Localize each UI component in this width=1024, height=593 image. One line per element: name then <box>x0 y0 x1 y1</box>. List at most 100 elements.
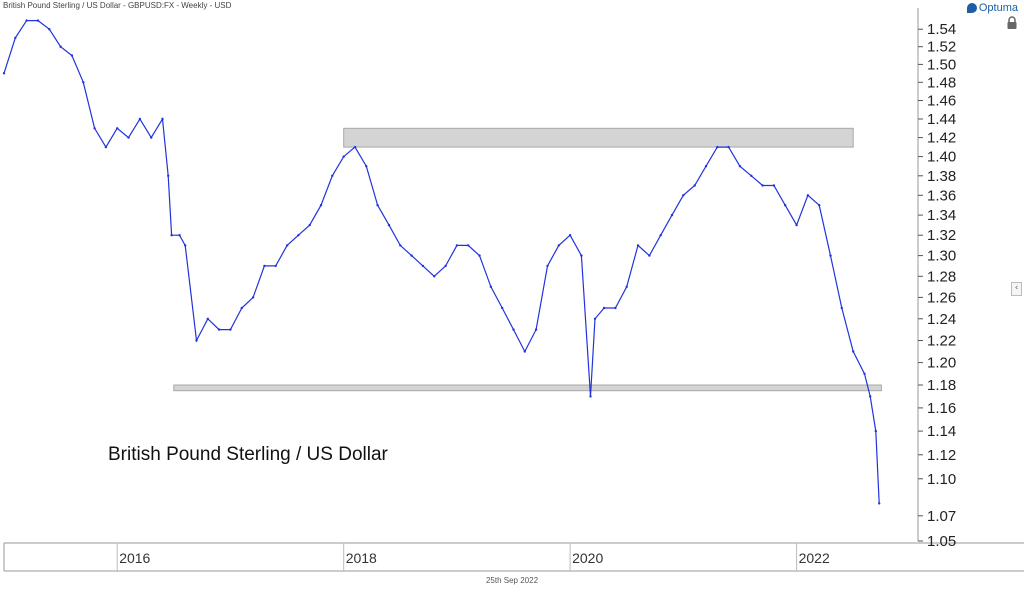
price-point <box>625 285 628 288</box>
price-point <box>376 204 379 207</box>
y-tick-label: 1.44 <box>927 111 956 128</box>
price-point <box>308 223 311 227</box>
price-point <box>467 244 470 247</box>
price-point <box>387 223 391 227</box>
y-tick-label: 1.46 <box>927 93 956 110</box>
y-tick-label: 1.12 <box>927 447 956 464</box>
price-point <box>342 155 345 158</box>
price-point <box>523 350 526 353</box>
price-point <box>772 184 776 187</box>
price-point <box>150 136 153 139</box>
y-tick-label: 1.26 <box>927 289 956 306</box>
price-point <box>167 174 170 177</box>
price-point <box>59 45 62 48</box>
lock-icon[interactable] <box>1006 16 1018 30</box>
price-point <box>421 264 425 268</box>
footer-date: 25th Sep 2022 <box>485 576 539 585</box>
y-tick-label: 1.10 <box>927 471 956 488</box>
price-point <box>297 234 300 237</box>
y-tick-label: 1.28 <box>927 268 956 285</box>
price-point <box>863 372 866 375</box>
price-point <box>659 234 662 237</box>
price-point <box>874 429 877 433</box>
price-point <box>116 127 119 130</box>
y-tick-label: 1.50 <box>927 56 956 73</box>
price-point <box>206 317 209 320</box>
y-tick-label: 1.14 <box>927 423 956 440</box>
price-point <box>648 254 651 257</box>
price-point <box>399 244 402 247</box>
price-point <box>878 502 881 505</box>
price-point <box>48 28 51 31</box>
y-tick-label: 1.48 <box>927 74 956 91</box>
price-point <box>738 165 742 168</box>
price-point <box>716 145 719 149</box>
price-point <box>433 275 436 278</box>
price-point <box>93 127 96 130</box>
y-tick-label: 1.24 <box>927 311 956 328</box>
price-point <box>229 328 232 331</box>
chevron-left-icon[interactable]: ‹ <box>1011 282 1022 296</box>
axes: 1.05 1.07 1.10 1.12 1.14 1.16 1.18 1.20 1.22 1.24… <box>3 8 1024 572</box>
y-tick-label: 1.16 <box>927 400 956 417</box>
y-tick-label: 1.38 <box>927 168 956 185</box>
price-point <box>2 72 6 75</box>
price-point <box>251 296 255 299</box>
price-point <box>568 234 572 237</box>
price-point <box>693 184 696 187</box>
price-point <box>70 54 74 57</box>
y-tick-label: 1.52 <box>927 39 956 56</box>
price-point <box>869 395 872 398</box>
y-tick-label: 1.54 <box>927 21 956 38</box>
price-point <box>178 234 181 237</box>
price-point <box>512 328 515 331</box>
price-point <box>682 194 685 197</box>
price-point <box>240 306 243 310</box>
y-tick-label: 1.20 <box>927 355 956 372</box>
price-point <box>727 145 730 149</box>
y-tick-label: 1.30 <box>927 248 956 265</box>
price-point <box>761 184 764 187</box>
price-point <box>36 19 40 22</box>
price-point <box>602 306 606 310</box>
price-point <box>455 244 459 247</box>
price-line <box>3 20 880 504</box>
price-point <box>589 395 592 398</box>
price-point <box>331 174 334 177</box>
y-tick-label: 1.36 <box>927 187 956 204</box>
price-point <box>82 81 85 84</box>
zone-rect-1 <box>173 384 882 392</box>
price-point <box>580 254 583 257</box>
price-point <box>285 244 289 247</box>
price-point <box>365 165 368 168</box>
price-point <box>636 244 640 247</box>
price-point <box>104 145 108 149</box>
price-point <box>138 117 142 121</box>
price-point <box>25 19 28 22</box>
price-point <box>784 204 787 207</box>
price-series <box>2 19 881 505</box>
price-point <box>829 254 832 257</box>
price-point <box>319 204 323 207</box>
x-tick-label: 2022 <box>799 550 830 566</box>
price-point <box>410 254 413 257</box>
price-point <box>489 285 493 288</box>
x-tick-label: 2016 <box>119 550 150 566</box>
y-tick-label: 1.22 <box>927 333 956 350</box>
price-point <box>614 306 617 310</box>
y-tick-label: 1.07 <box>927 508 956 525</box>
y-tick-label: 1.32 <box>927 227 956 244</box>
price-point <box>127 136 130 139</box>
price-point <box>593 317 597 320</box>
price-point <box>170 234 173 237</box>
x-tick-label: 2020 <box>572 550 603 566</box>
price-point <box>852 350 855 353</box>
y-tick-label: 1.40 <box>927 149 956 166</box>
price-point <box>840 306 843 310</box>
price-point <box>353 145 357 149</box>
price-point <box>217 328 221 331</box>
price-point <box>795 223 798 227</box>
price-point <box>806 194 810 197</box>
price-point <box>263 264 266 268</box>
